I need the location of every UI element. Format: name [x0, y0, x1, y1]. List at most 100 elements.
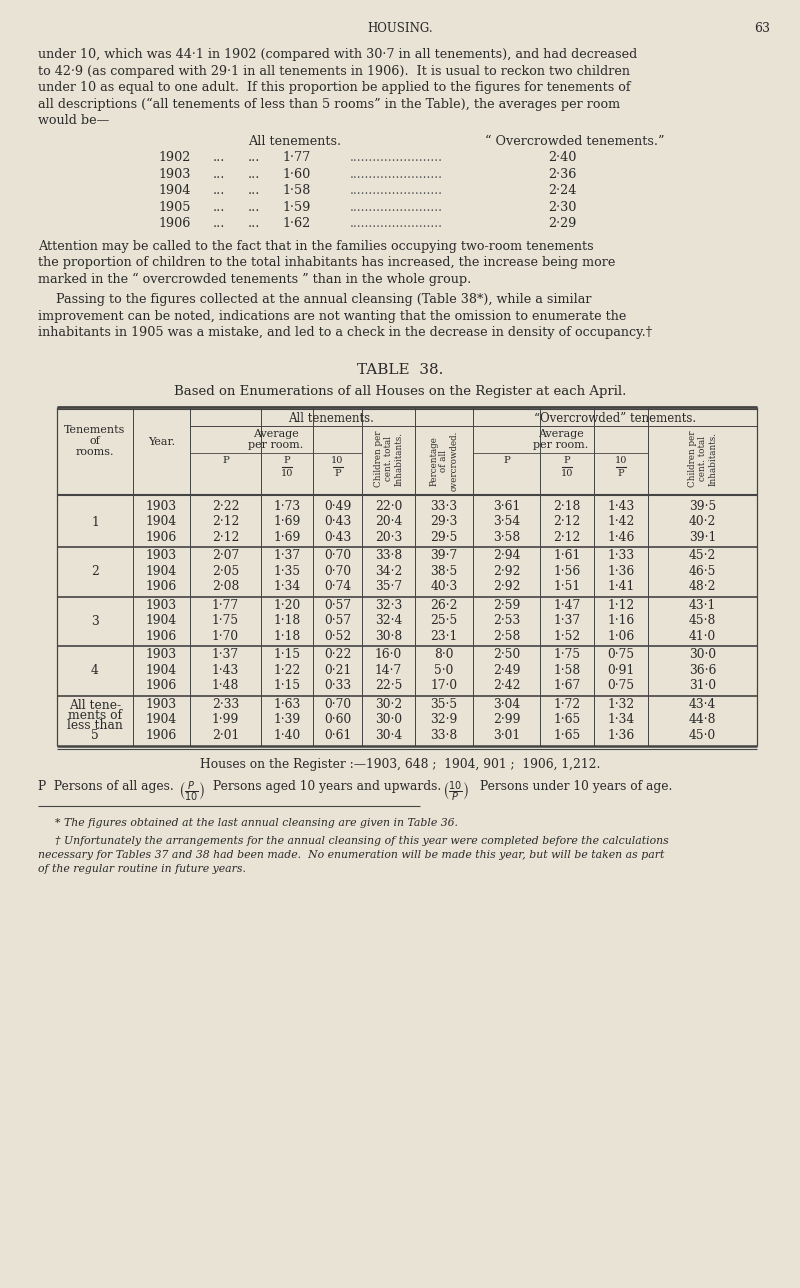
Text: 40·2: 40·2 [689, 515, 716, 528]
Text: 1·61: 1·61 [554, 549, 581, 562]
Text: 2·08: 2·08 [212, 580, 239, 592]
Text: Tenements: Tenements [64, 425, 126, 434]
Text: 32·3: 32·3 [375, 599, 402, 612]
Text: 1·40: 1·40 [274, 729, 301, 742]
Text: 1·72: 1·72 [554, 698, 581, 711]
Text: 1·69: 1·69 [274, 515, 301, 528]
Text: ...: ... [213, 151, 226, 164]
Text: Persons aged 10 years and upwards.: Persons aged 10 years and upwards. [213, 781, 442, 793]
Text: 1·15: 1·15 [274, 648, 301, 661]
Text: 0·60: 0·60 [324, 714, 351, 726]
Text: 2·05: 2·05 [212, 564, 239, 577]
Text: Average: Average [253, 429, 299, 438]
Text: 1·43: 1·43 [607, 500, 634, 513]
Text: per room.: per room. [248, 439, 304, 450]
Text: 1·12: 1·12 [607, 599, 634, 612]
Text: 1·34: 1·34 [607, 714, 634, 726]
Text: 35·5: 35·5 [430, 698, 458, 711]
Text: 0·75: 0·75 [607, 648, 634, 661]
Text: $\left(\frac{10}{P}\right)$: $\left(\frac{10}{P}\right)$ [442, 781, 470, 804]
Text: † Unfortunately the arrangements for the annual cleansing of this year were comp: † Unfortunately the arrangements for the… [55, 836, 669, 846]
Text: 20·4: 20·4 [375, 515, 402, 528]
Text: 8·0: 8·0 [434, 648, 454, 661]
Text: 39·1: 39·1 [689, 531, 716, 544]
Text: 5·0: 5·0 [434, 663, 454, 676]
Text: all descriptions (“all tenements of less than 5 rooms” in the Table), the averag: all descriptions (“all tenements of less… [38, 98, 620, 111]
Text: per room.: per room. [533, 439, 588, 450]
Text: 1·73: 1·73 [274, 500, 301, 513]
Text: marked in the “ overcrowded tenements ” than in the whole group.: marked in the “ overcrowded tenements ” … [38, 273, 471, 286]
Text: 3·54: 3·54 [493, 515, 520, 528]
Text: 2·30: 2·30 [548, 201, 576, 214]
Text: P: P [222, 456, 229, 465]
Text: 1·58: 1·58 [554, 663, 581, 676]
Text: 2·29: 2·29 [548, 216, 576, 231]
Text: 1·65: 1·65 [554, 729, 581, 742]
Text: 1906: 1906 [146, 630, 177, 643]
Text: 45·8: 45·8 [689, 614, 716, 627]
Text: Children per
cent. total
Inhabitants.: Children per cent. total Inhabitants. [688, 430, 718, 487]
Text: 2·59: 2·59 [493, 599, 520, 612]
Text: 1·69: 1·69 [274, 531, 301, 544]
Text: 48·2: 48·2 [689, 580, 716, 592]
Text: 2·92: 2·92 [493, 580, 520, 592]
Text: 45·0: 45·0 [689, 729, 716, 742]
Text: 14·7: 14·7 [375, 663, 402, 676]
Text: 45·2: 45·2 [689, 549, 716, 562]
Text: 10: 10 [331, 456, 344, 465]
Text: All tenements.: All tenements. [249, 134, 342, 148]
Text: of the regular routine in future years.: of the regular routine in future years. [38, 864, 246, 875]
Text: 1904: 1904 [146, 564, 177, 577]
Text: 3·58: 3·58 [493, 531, 520, 544]
Text: 1·22: 1·22 [274, 663, 301, 676]
Text: 1·36: 1·36 [607, 729, 634, 742]
Text: $\left(\frac{P}{10}\right)$: $\left(\frac{P}{10}\right)$ [178, 781, 206, 804]
Text: ........................: ........................ [350, 216, 443, 231]
Text: 1·37: 1·37 [274, 549, 301, 562]
Text: Based on Enumerations of all Houses on the Register at each April.: Based on Enumerations of all Houses on t… [174, 385, 626, 398]
Text: 30·0: 30·0 [375, 714, 402, 726]
Text: 36·6: 36·6 [689, 663, 716, 676]
Text: 1·56: 1·56 [554, 564, 581, 577]
Text: 1906: 1906 [146, 679, 177, 692]
Text: 10: 10 [281, 469, 293, 478]
Text: 0·74: 0·74 [324, 580, 351, 592]
Text: 1·06: 1·06 [607, 630, 634, 643]
Text: 1903: 1903 [146, 599, 177, 612]
Text: 1902: 1902 [158, 151, 190, 164]
Text: 17·0: 17·0 [430, 679, 458, 692]
Text: ........................: ........................ [350, 151, 443, 164]
Text: 1·46: 1·46 [607, 531, 634, 544]
Text: Passing to the figures collected at the annual cleansing (Table 38*), while a si: Passing to the figures collected at the … [56, 292, 591, 307]
Text: improvement can be noted, indications are not wanting that the omission to enume: improvement can be noted, indications ar… [38, 309, 626, 322]
Text: TABLE  38.: TABLE 38. [357, 362, 443, 376]
Text: P: P [503, 456, 510, 465]
Text: 1·35: 1·35 [274, 564, 301, 577]
Text: 2·42: 2·42 [493, 679, 520, 692]
Text: Average: Average [538, 429, 583, 438]
Text: 0·75: 0·75 [607, 679, 634, 692]
Text: 0·61: 0·61 [324, 729, 351, 742]
Text: * The figures obtained at the last annual cleansing are given in Table 36.: * The figures obtained at the last annua… [55, 818, 458, 828]
Text: rooms.: rooms. [76, 447, 114, 456]
Text: 30·8: 30·8 [375, 630, 402, 643]
Text: 1904: 1904 [146, 714, 177, 726]
Text: “ Overcrowded tenements.”: “ Overcrowded tenements.” [486, 134, 665, 148]
Text: 2: 2 [91, 565, 99, 578]
Text: 1·51: 1·51 [554, 580, 581, 592]
Text: 0·43: 0·43 [324, 515, 351, 528]
Text: Year.: Year. [148, 437, 175, 447]
Text: 0·49: 0·49 [324, 500, 351, 513]
Text: 1·77: 1·77 [212, 599, 239, 612]
Text: 2·12: 2·12 [212, 531, 239, 544]
Text: 39·5: 39·5 [689, 500, 716, 513]
Text: 1·42: 1·42 [607, 515, 634, 528]
Text: 38·5: 38·5 [430, 564, 458, 577]
Text: 43·1: 43·1 [689, 599, 716, 612]
Text: Children per
cent. total
Inhabitants.: Children per cent. total Inhabitants. [374, 430, 403, 487]
Text: HOUSING.: HOUSING. [367, 22, 433, 35]
Text: 1·18: 1·18 [274, 614, 301, 627]
Text: ...: ... [248, 151, 260, 164]
Text: 1·59: 1·59 [283, 201, 311, 214]
Text: 0·52: 0·52 [324, 630, 351, 643]
